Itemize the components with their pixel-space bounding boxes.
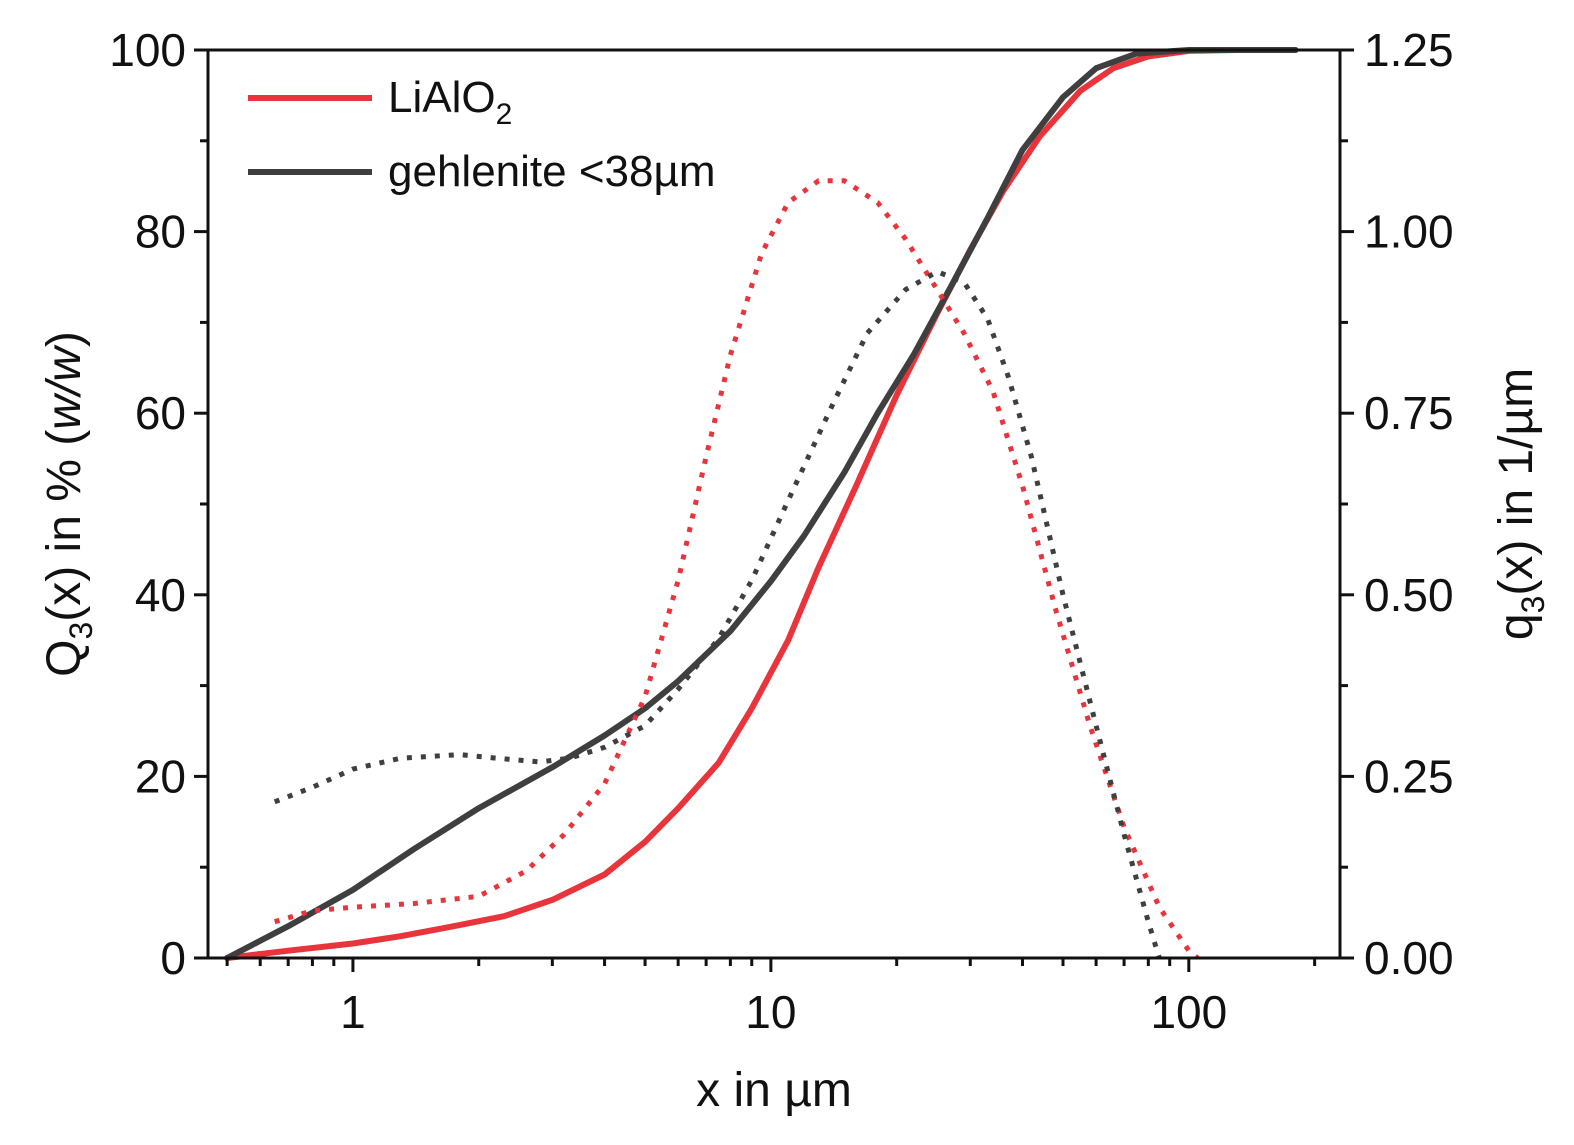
y-axis-title-close: )	[38, 331, 91, 347]
labels-layer: 0 20 40 60 80 100 0.00 0.25 0.50 0.75 1.00 1.25 1 10 1…	[38, 24, 1551, 1117]
x-axis-title: x in µm	[696, 1064, 852, 1117]
legend-label-sub: 2	[496, 98, 513, 131]
y-axis-title-base: Q	[38, 640, 91, 677]
legend-label-text: gehlenite <38µm	[388, 147, 715, 196]
y-axis-title-sub: 3	[63, 622, 99, 640]
y2-axis-title-base: q	[1490, 613, 1543, 640]
y2-axis-title: q3(x) in 1/µm	[1490, 368, 1551, 640]
y2-axis-title-rest: (x) in 1/µm	[1490, 368, 1543, 596]
y2-tick-label: 0.75	[1364, 387, 1454, 439]
ticks-layer	[194, 48, 1354, 972]
series-solid-0	[224, 47, 1299, 961]
y-axis-title-italic: w/w	[38, 344, 91, 430]
y2-tick-label: 1.00	[1364, 206, 1454, 258]
x-tick-label: 1	[340, 986, 366, 1038]
plot-frame	[206, 48, 1342, 960]
y2-tick-label: 0.00	[1364, 932, 1454, 984]
legend-label: gehlenite <38µm	[388, 147, 715, 196]
y2-axis-title-sub: 3	[1515, 596, 1551, 614]
series-solid-1	[224, 47, 1299, 961]
series-dotted-2	[274, 178, 1200, 960]
y-axis-title: Q3(x) in % (w/w)	[38, 331, 99, 677]
legend-label: LiAlO2	[388, 73, 512, 131]
x-tick-label: 10	[745, 986, 796, 1038]
series-layer	[224, 47, 1299, 961]
x-tick-label: 100	[1150, 986, 1227, 1038]
y-tick-label: 60	[135, 387, 186, 439]
legend-label-text: LiAlO	[388, 73, 496, 122]
y2-tick-label: 0.25	[1364, 750, 1454, 802]
legend: LiAlO2 gehlenite <38µm	[248, 73, 715, 196]
y-tick-label: 40	[135, 569, 186, 621]
y-tick-label: 80	[135, 206, 186, 258]
y-tick-label: 20	[135, 750, 186, 802]
y2-tick-label: 1.25	[1364, 24, 1454, 76]
y-tick-label: 100	[109, 24, 186, 76]
y-tick-label: 0	[160, 932, 186, 984]
y-axis-title-rest: (x) in % (	[38, 430, 91, 622]
y2-tick-label: 0.50	[1364, 569, 1454, 621]
